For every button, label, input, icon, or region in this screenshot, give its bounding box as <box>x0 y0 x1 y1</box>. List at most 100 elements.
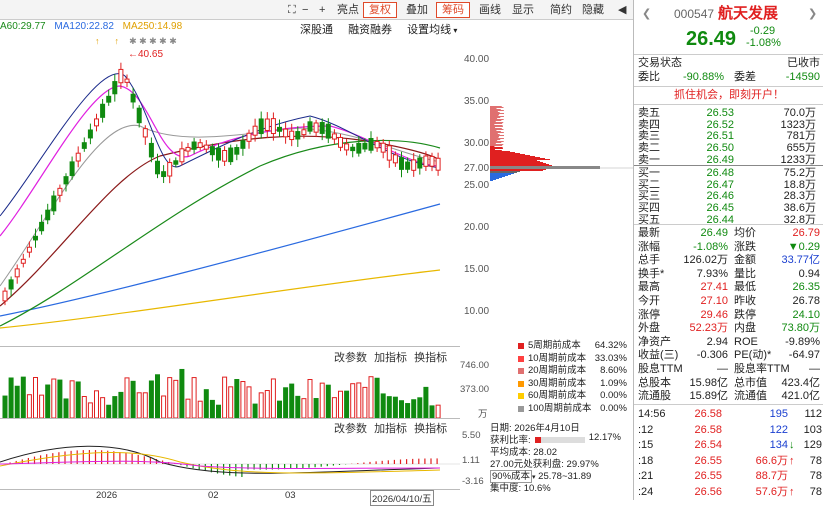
legend-label: 5周期前成本 <box>528 340 581 351</box>
price-block: 26.49 -0.29 -1.08% <box>634 25 823 51</box>
sh-connect-link[interactable]: 深股通 <box>300 24 333 36</box>
bid-row[interactable]: 买三 26.46 28.3万 <box>634 190 823 203</box>
chip-distribution-chart <box>490 106 633 181</box>
margin-trading-link[interactable]: 融资融券 <box>348 24 393 36</box>
avg-cost: 平均成本: 28.02 <box>490 447 558 458</box>
profit-ratio-label: 获利比率: <box>490 435 531 446</box>
date-label: 02 <box>208 490 219 501</box>
cost-legend-item: 100周期前成本 0.00% <box>490 403 633 415</box>
quote-value: 15.89亿 <box>689 390 728 403</box>
expand-arrow-icon[interactable]: ◀ <box>618 4 627 16</box>
chevron-down-icon[interactable]: ▾ <box>451 26 458 35</box>
macd-switch-indicator-button[interactable]: 换指标 <box>414 423 448 435</box>
tick-row: :21 26.55 88.7万 78 <box>634 470 823 483</box>
bid-row[interactable]: 买五 26.44 32.8万 <box>634 214 823 227</box>
quote-panel: ❮ 000547 航天发展 ❯ 26.49 -0.29 -1.08% 交易状态 … <box>633 0 823 500</box>
quote-row: 最新 26.49 均价 26.79 <box>634 227 823 240</box>
price-tick: 25.00 <box>464 180 490 191</box>
quote-row: 净资产 2.94 ROE -9.89% <box>634 336 823 349</box>
volume-add-indicator-button[interactable]: 加指标 <box>374 352 408 364</box>
ask-row[interactable]: 卖二 26.50 655万 <box>634 142 823 155</box>
display-button[interactable]: 显示 <box>512 4 534 16</box>
status-value: 已收市 <box>787 57 820 69</box>
ask-row[interactable]: 卖一 26.49 1233万 <box>634 154 823 167</box>
adjust-button[interactable]: 复权 <box>363 2 397 18</box>
tick-row: 14:56 26.58 195 112 <box>634 408 823 421</box>
volume-edit-params-button[interactable]: 改参数 <box>334 352 367 364</box>
bid-row[interactable]: 买四 26.45 38.6万 <box>634 202 823 215</box>
quote-label: 总股本 <box>638 376 671 389</box>
lock-icon[interactable]: ⛶ <box>288 4 296 16</box>
macd-edit-params-button[interactable]: 改参数 <box>334 423 367 435</box>
tick-price: 26.55 <box>694 454 722 467</box>
quote-row: 涨幅 -1.08% 涨跌 ▼0.29 <box>634 241 823 254</box>
tick-row: :15 26.54 134 ↓ 129 <box>634 439 823 452</box>
ask-row[interactable]: 卖四 26.52 1323万 <box>634 119 823 132</box>
quote-value: 27.41 <box>700 281 728 294</box>
quote-label: 流通值 <box>734 390 767 403</box>
quote-value: 29.46 <box>700 308 728 321</box>
date-label: 2026 <box>96 490 118 501</box>
legend-swatch <box>518 355 524 362</box>
book-volume: 38.6万 <box>783 202 816 215</box>
chevron-down-icon[interactable]: ▾ <box>532 474 536 481</box>
weibi-row: 委比 -90.88% 委差 -14590 <box>634 71 823 84</box>
minus-icon[interactable]: − <box>302 4 309 16</box>
quote-label: 总市值 <box>734 376 767 389</box>
next-stock-icon[interactable]: ❯ <box>808 8 818 20</box>
legend-value: 0.00% <box>600 390 627 401</box>
book-volume: 28.3万 <box>783 190 816 203</box>
book-price: 26.49 <box>706 153 734 166</box>
tick-time: :18 <box>638 454 654 467</box>
quote-label: 最低 <box>734 281 756 294</box>
divider <box>0 346 460 347</box>
quote-label: 最新 <box>638 227 660 239</box>
kline-chart[interactable]: ←40.65 <box>0 36 460 346</box>
tick-time: :21 <box>638 470 654 482</box>
weicha-value: -14590 <box>785 71 820 83</box>
macd-add-indicator-button[interactable]: 加指标 <box>374 423 408 435</box>
profit-ratio-bar <box>535 437 586 444</box>
ma-settings-button[interactable]: 设置均线 <box>407 24 452 36</box>
simple-button[interactable]: 简约 <box>550 4 572 16</box>
tick-time: :12 <box>638 423 654 436</box>
tick-row: :18 26.55 66.6万 ↑ 78 <box>634 455 823 468</box>
quote-value: — <box>809 363 820 375</box>
chips-button[interactable]: 筹码 <box>436 2 470 18</box>
book-level-label: 买二 <box>638 178 660 191</box>
hide-button[interactable]: 隐藏 <box>582 4 604 16</box>
promo-banner[interactable]: 抓住机会，即刻开户！ <box>634 89 823 102</box>
quote-label: 换手* <box>638 267 665 280</box>
ask-row[interactable]: 卖三 26.51 781万 <box>634 130 823 143</box>
cost-legend-item: 10周期前成本 33.03% <box>490 353 633 365</box>
quote-row: 今开 27.10 昨收 26.78 <box>634 295 823 308</box>
bid-row[interactable]: 买一 26.48 75.2万 <box>634 167 823 180</box>
quote-value: 33.77亿 <box>781 254 820 267</box>
bid-row[interactable]: 买二 26.47 18.8万 <box>634 179 823 192</box>
cost-legend-item: 60周期前成本 0.00% <box>490 390 633 402</box>
ask-row[interactable]: 卖五 26.53 70.0万 <box>634 107 823 120</box>
tick-row: :24 26.56 57.6万 ↑ 78 <box>634 486 823 499</box>
highlight-button[interactable]: 亮点 <box>337 4 359 16</box>
promo-text[interactable]: 抓住机会，即刻开户！ <box>674 89 784 101</box>
macd-chart[interactable] <box>0 432 460 488</box>
overlay-button[interactable]: 叠加 <box>406 4 428 16</box>
range-select[interactable]: 90%成本 <box>490 470 533 483</box>
quote-label: 金额 <box>734 254 756 267</box>
tick-time: 14:56 <box>638 408 666 420</box>
book-price: 26.48 <box>706 167 734 179</box>
plus-icon[interactable]: + <box>319 4 326 16</box>
weibi-value: -90.88% <box>683 71 724 83</box>
tick-time: :24 <box>638 485 654 498</box>
quote-value: 26.49 <box>700 227 728 239</box>
legend-value: 33.03% <box>594 352 627 364</box>
quote-label: PE(动)* <box>734 349 772 362</box>
prev-stock-icon[interactable]: ❮ <box>642 8 652 20</box>
volume-chart[interactable] <box>0 362 460 418</box>
profit-at-price: 27.00元处获利盘: 29.97% <box>490 459 599 470</box>
macd-panel-header: 改参数 加指标 换指标 <box>334 420 447 436</box>
book-volume: 18.8万 <box>783 178 816 191</box>
draw-line-button[interactable]: 画线 <box>479 4 501 16</box>
volume-switch-indicator-button[interactable]: 换指标 <box>414 352 448 364</box>
quote-row: 流通股 15.89亿 流通值 421.0亿 <box>634 390 823 403</box>
